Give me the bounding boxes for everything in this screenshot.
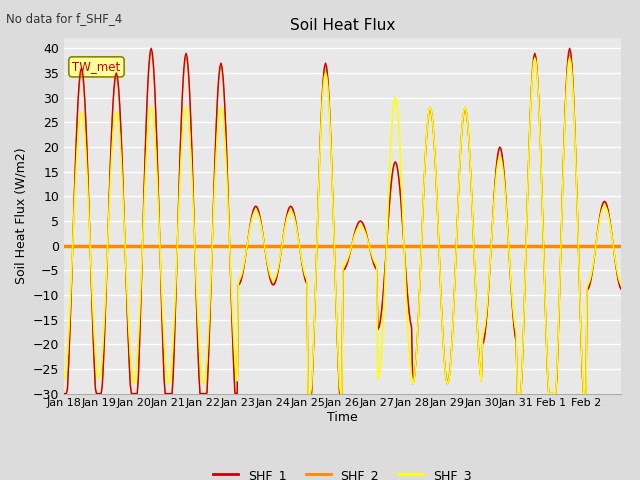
SHF_2	[234, 281, 242, 287]
Legend: SHF_1, SHF_2, SHF_3: SHF_1, SHF_2, SHF_3	[208, 464, 477, 480]
SHF_3	[399, 227, 407, 233]
SHF_3	[568, 72, 576, 77]
SHF_2	[567, 54, 575, 60]
SHF_2	[617, 285, 625, 291]
SHF_3	[304, 391, 312, 396]
SHF_1	[567, 50, 575, 56]
SHF_3	[373, 262, 381, 268]
SHF_1	[234, 282, 242, 288]
SHF_2	[147, 49, 155, 55]
SHF_1	[147, 46, 155, 51]
SHF_1	[60, 391, 68, 396]
SHF_3	[531, 55, 539, 61]
SHF_3	[295, 239, 303, 245]
Line: SHF_2: SHF_2	[64, 52, 621, 394]
Text: No data for f_SHF_4: No data for f_SHF_4	[6, 12, 123, 25]
SHF_2	[373, 266, 381, 272]
SHF_2	[60, 391, 68, 396]
SHF_1	[373, 267, 381, 273]
Text: TW_met: TW_met	[72, 60, 120, 73]
Y-axis label: Soil Heat Flux (W/m2): Soil Heat Flux (W/m2)	[14, 148, 28, 284]
SHF_2	[399, 234, 407, 240]
SHF_1	[399, 234, 407, 240]
X-axis label: Time: Time	[327, 411, 358, 424]
Title: Soil Heat Flux: Soil Heat Flux	[290, 18, 395, 33]
SHF_2	[470, 257, 478, 263]
SHF_2	[296, 247, 304, 252]
SHF_1	[470, 257, 478, 263]
Line: SHF_1: SHF_1	[64, 48, 621, 394]
SHF_3	[617, 281, 625, 287]
SHF_1	[617, 286, 625, 292]
Line: SHF_3: SHF_3	[64, 58, 621, 394]
SHF_3	[60, 376, 68, 382]
SHF_1	[296, 247, 304, 252]
SHF_3	[470, 257, 478, 263]
SHF_3	[234, 378, 241, 384]
